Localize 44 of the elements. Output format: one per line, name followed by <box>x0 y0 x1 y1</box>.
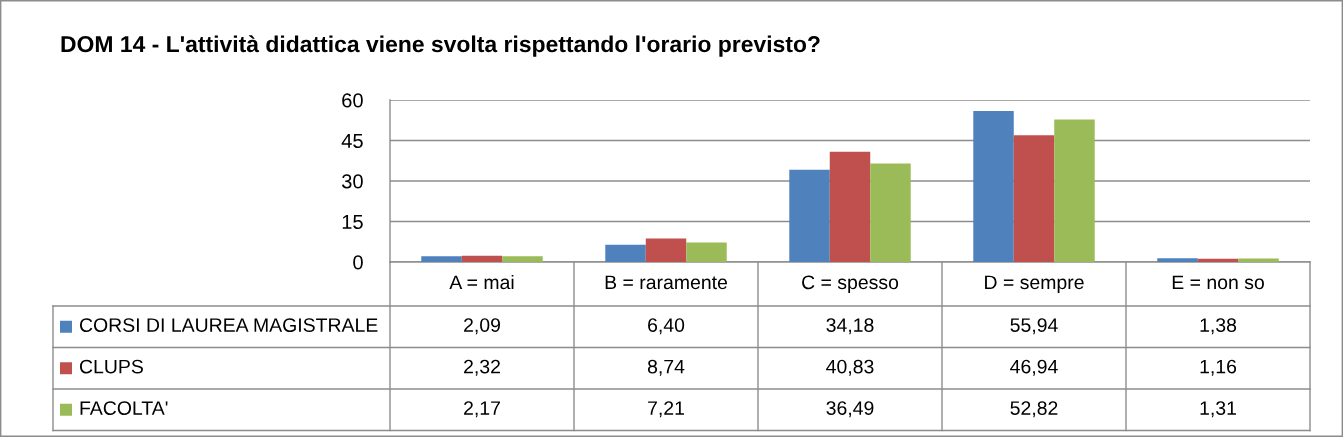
legend-label: FACOLTA' <box>80 401 168 415</box>
y-tick-label: 30 <box>341 174 363 189</box>
data-label: 46,94 <box>1010 359 1058 376</box>
data-label: 2,17 <box>464 401 500 418</box>
bar <box>1054 119 1095 262</box>
x-tick-label: B = raramente <box>605 275 728 290</box>
data-label: 34,18 <box>826 318 874 335</box>
data-label: 2,32 <box>464 359 500 376</box>
data-label: 1,16 <box>1200 359 1237 376</box>
bar <box>1157 258 1198 262</box>
bar <box>870 163 911 262</box>
data-label: 6,40 <box>648 318 685 335</box>
legend-label: CORSI DI LAUREA MAGISTRALE <box>79 318 378 332</box>
y-tick-label: 15 <box>342 214 363 229</box>
bar <box>789 169 830 262</box>
y-tick-label: 60 <box>342 93 363 108</box>
bar <box>645 238 687 262</box>
data-label: 8,74 <box>647 359 685 376</box>
data-label: 55,94 <box>1010 318 1058 335</box>
legend-label: CLUPS <box>79 359 143 374</box>
data-label: 1,31 <box>1200 401 1236 418</box>
bar <box>829 151 871 262</box>
chart-title: DOM 14 - L'attività didattica viene svolta rispettando l'orario previsto? <box>61 35 820 57</box>
bar <box>686 242 727 262</box>
x-tick-label: A = mai <box>449 274 514 290</box>
bar <box>973 110 1014 262</box>
x-tick-label: C = spesso <box>802 275 899 294</box>
y-tick-label: 0 <box>353 255 363 270</box>
x-tick-label: D = sempre <box>985 275 1084 294</box>
y-tick-label: 45 <box>341 133 363 148</box>
bar <box>605 244 646 262</box>
bar <box>1013 135 1055 262</box>
data-label: 2,09 <box>464 318 500 335</box>
data-label: 52,82 <box>1010 401 1058 418</box>
bar <box>461 255 503 262</box>
data-label: 1,38 <box>1200 318 1237 335</box>
x-tick-label: E = non so <box>1172 275 1264 290</box>
bar <box>421 256 462 262</box>
bar <box>1238 258 1279 262</box>
bar <box>1197 258 1239 262</box>
bar <box>502 256 543 262</box>
data-label: 36,49 <box>826 401 874 418</box>
data-label: 7,21 <box>648 401 684 418</box>
data-label: 40,83 <box>826 359 874 376</box>
